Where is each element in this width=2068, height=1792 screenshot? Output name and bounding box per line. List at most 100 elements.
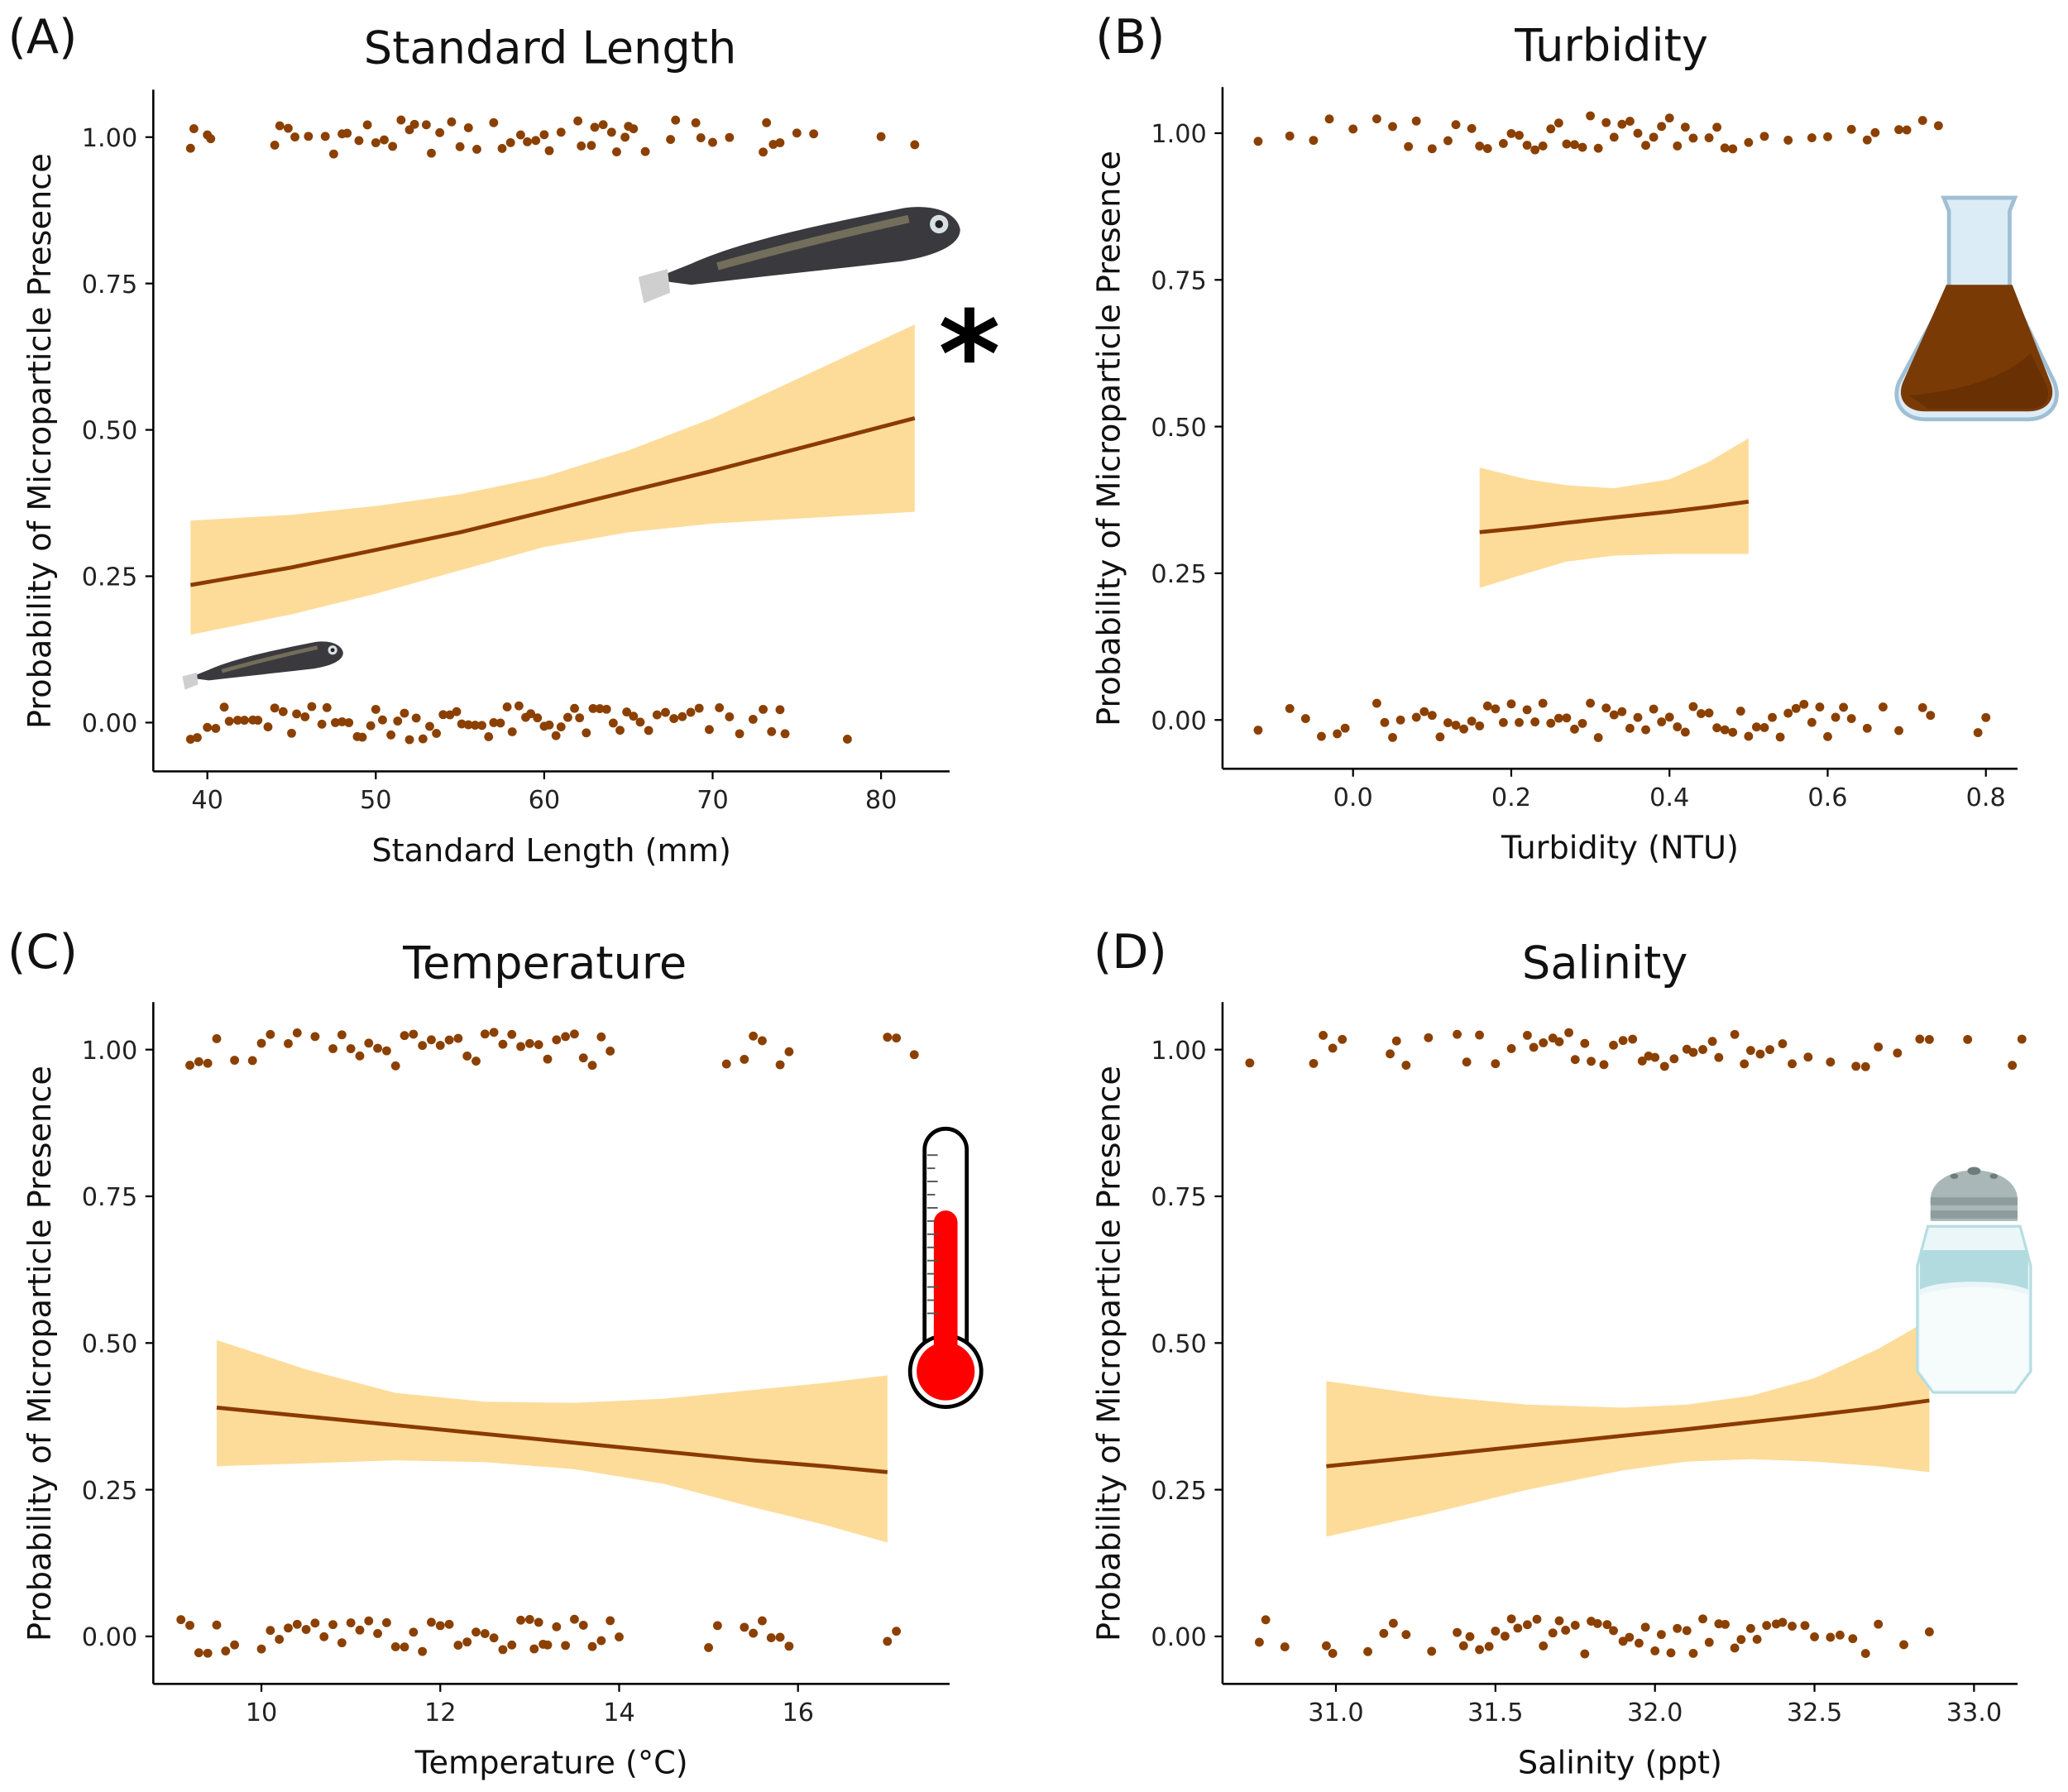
absence-point xyxy=(1745,1623,1755,1633)
presence-point xyxy=(1309,1058,1319,1068)
salt-shaker-icon xyxy=(1916,1167,2032,1394)
absence-point xyxy=(570,703,579,713)
presence-point xyxy=(1637,1057,1647,1066)
y-tick-label: 1.00 xyxy=(1151,1037,1206,1066)
presence-point xyxy=(1538,141,1548,151)
x-tick-label: 31.0 xyxy=(1308,1699,1363,1727)
absence-point xyxy=(669,714,679,723)
absence-point xyxy=(1411,712,1421,722)
presence-point xyxy=(1371,114,1381,124)
absence-point xyxy=(427,1617,436,1627)
presence-point xyxy=(489,117,499,127)
presence-point xyxy=(1599,1060,1609,1070)
presence-point xyxy=(1625,117,1635,127)
absence-point xyxy=(1500,1631,1510,1641)
absence-point xyxy=(1586,698,1596,708)
presence-point xyxy=(270,141,280,150)
panel-label: (B) xyxy=(1095,9,1165,65)
absence-point xyxy=(498,1645,508,1655)
absence-point xyxy=(1762,1621,1772,1631)
absence-point xyxy=(1388,1618,1398,1628)
panel-label: (D) xyxy=(1094,924,1167,980)
presence-point xyxy=(1328,1043,1338,1053)
absence-point xyxy=(780,729,790,739)
absence-point xyxy=(1617,707,1627,716)
absence-point xyxy=(694,703,704,713)
absence-point xyxy=(453,1641,463,1650)
absence-point xyxy=(1363,1646,1372,1656)
absence-point xyxy=(1791,703,1801,713)
absence-point xyxy=(1735,707,1745,716)
presence-point xyxy=(539,130,549,140)
absence-point xyxy=(758,1616,767,1626)
presence-point xyxy=(1386,1049,1395,1059)
absence-point xyxy=(1395,715,1405,725)
absence-point xyxy=(529,1644,539,1654)
absence-point xyxy=(883,1636,893,1646)
absence-point xyxy=(1458,1641,1468,1651)
absence-point xyxy=(1388,732,1397,742)
presence-point xyxy=(1530,145,1540,155)
absence-point xyxy=(409,1627,419,1637)
x-tick-label: 50 xyxy=(360,786,392,815)
absence-point xyxy=(507,727,517,736)
presence-point xyxy=(1593,143,1603,153)
absence-point xyxy=(1548,1628,1558,1638)
absence-point xyxy=(418,734,428,744)
presence-point xyxy=(1554,1037,1564,1047)
presence-point xyxy=(1506,128,1516,138)
absence-point xyxy=(1728,727,1738,737)
x-tick-label: 40 xyxy=(191,786,223,815)
absence-point xyxy=(544,720,554,730)
absence-point xyxy=(1682,1626,1692,1636)
presence-point xyxy=(666,135,676,145)
absence-point xyxy=(587,1641,597,1651)
absence-point xyxy=(1879,702,1888,712)
presence-point xyxy=(1893,1048,1903,1058)
presence-point xyxy=(775,138,785,147)
presence-point xyxy=(910,140,920,150)
presence-point xyxy=(758,1036,767,1046)
presence-point xyxy=(1491,1059,1501,1069)
y-tick-label: 0.50 xyxy=(1151,1330,1206,1358)
presence-point xyxy=(784,1047,794,1057)
y-tick-label: 0.00 xyxy=(1151,707,1206,735)
absence-point xyxy=(1570,724,1579,734)
presence-point xyxy=(328,149,338,159)
absence-point xyxy=(615,726,625,735)
x-tick-label: 0.4 xyxy=(1649,783,1689,812)
presence-point xyxy=(531,136,541,146)
absence-point xyxy=(1419,707,1429,716)
absence-point xyxy=(1379,1628,1389,1638)
presence-point xyxy=(1664,113,1674,123)
confidence-band xyxy=(190,324,915,635)
absence-point xyxy=(390,1641,400,1651)
absence-point xyxy=(1826,1632,1836,1642)
absence-point xyxy=(1823,731,1832,741)
x-tick-label: 0.6 xyxy=(1807,783,1847,812)
y-tick-label: 0.75 xyxy=(82,1183,137,1212)
absence-point xyxy=(622,707,632,717)
presence-point xyxy=(435,127,445,137)
presence-point xyxy=(185,143,195,153)
absence-point xyxy=(435,1621,445,1631)
absence-point xyxy=(1321,1641,1331,1651)
absence-point xyxy=(472,1627,481,1637)
y-tick-label: 0.50 xyxy=(82,1330,137,1358)
absence-point xyxy=(1506,1614,1516,1624)
small-fish-icon xyxy=(182,641,343,690)
presence-point xyxy=(1587,1057,1596,1066)
absence-point xyxy=(1609,1626,1618,1636)
absence-point xyxy=(1609,710,1619,720)
presence-point xyxy=(400,1031,409,1041)
presence-point xyxy=(1917,116,1927,126)
presence-point xyxy=(552,1035,562,1045)
absence-point xyxy=(1253,726,1263,735)
absence-point xyxy=(1924,1627,1934,1636)
y-tick-label: 0.00 xyxy=(82,1623,137,1652)
absence-point xyxy=(203,722,213,732)
confidence-band xyxy=(1326,1319,1930,1537)
presence-point xyxy=(909,1050,919,1060)
presence-point xyxy=(1546,124,1556,134)
